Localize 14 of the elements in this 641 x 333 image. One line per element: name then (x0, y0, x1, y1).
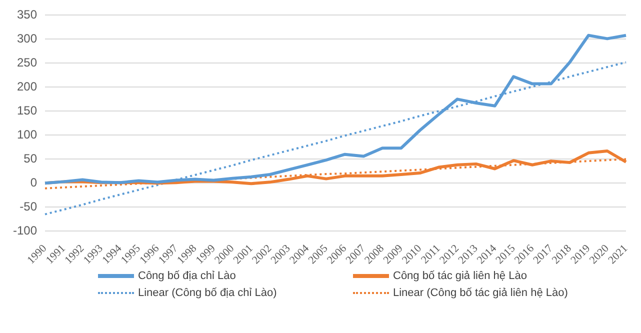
legend-label: Linear (Công bố địa chỉ Lào) (138, 287, 277, 299)
y-tick-label: 100 (16, 127, 38, 142)
y-tick-label: -50 (20, 199, 38, 214)
y-tick-label: 150 (16, 103, 38, 118)
y-tick-label: 250 (16, 55, 38, 70)
y-tick-label: 50 (24, 151, 38, 166)
y-tick-label: 200 (16, 79, 38, 94)
legend-label: Công bố địa chỉ Lào (138, 270, 236, 282)
legend-label: Linear (Công bố tác giả liên hệ Lào) (393, 287, 568, 299)
legend-label: Công bố tác giả liên hệ Lào (393, 270, 527, 282)
y-tick-label: 0 (30, 175, 38, 190)
y-tick-label: 300 (16, 32, 38, 46)
y-tick-label: -100 (12, 223, 38, 238)
y-tick-label: 350 (16, 8, 38, 22)
